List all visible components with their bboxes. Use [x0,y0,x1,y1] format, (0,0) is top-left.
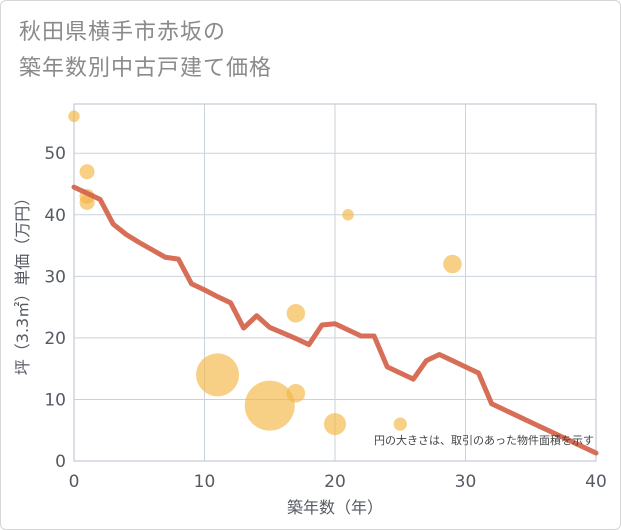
bubble-1 [79,164,95,180]
chart-title: 秋田県横手市赤坂の 築年数別中古戸建て価格 [19,15,272,87]
y-tick-0: 0 [55,452,66,472]
bubble-9 [342,209,354,221]
x-tick-labels: 0 10 20 30 40 [69,472,607,492]
bubble-3 [79,194,95,210]
scatter-bubbles [68,110,462,436]
x-tick-4: 40 [585,472,607,492]
bubble-8 [324,413,346,436]
x-tick-2: 20 [324,472,346,492]
bubble-11 [443,254,462,274]
bubble-6 [286,304,306,323]
size-note: 円の大きさは、取引のあった物件面積を示す [374,433,594,447]
x-tick-3: 30 [455,472,477,492]
trend-line [71,184,599,456]
y-axis-label: 坪（3.3㎡）単価（万円） [13,190,32,375]
x-tick-0: 0 [69,472,80,492]
x-tick-1: 10 [194,472,216,492]
bubble-4 [196,353,240,397]
y-tick-labels: 0 10 20 30 40 50 [44,144,66,472]
grid-lines [73,104,597,462]
x-axis-label: 築年数（年） [287,498,383,517]
chart-title-line1: 秋田県横手市赤坂の [19,20,227,45]
y-tick-3: 30 [44,267,66,287]
bubble-5 [244,380,295,431]
plot-frame [73,103,597,462]
y-tick-5: 50 [44,144,66,164]
bubble-7 [286,384,306,403]
y-tick-4: 40 [44,206,66,226]
bubble-10 [393,417,407,431]
y-tick-1: 10 [44,390,66,410]
chart-title-line2: 築年数別中古戸建て価格 [19,56,273,81]
y-tick-2: 20 [44,329,66,349]
bubble-0 [68,110,80,123]
